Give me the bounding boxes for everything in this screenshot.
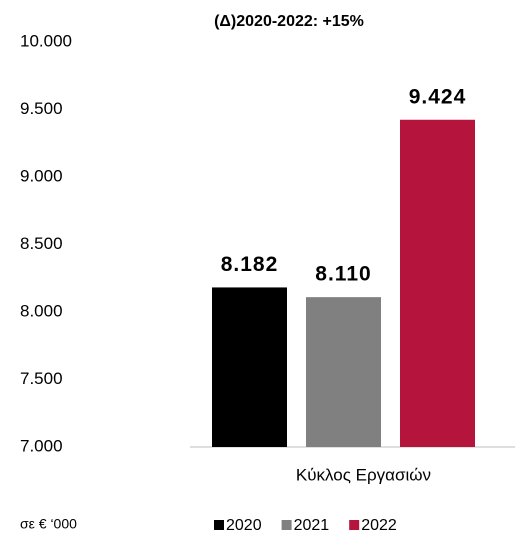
data-label: 8.110: [315, 263, 371, 286]
x-tick-label: Κύκλος Εργασιών: [296, 465, 431, 484]
y-tick-label: 8.500: [20, 234, 63, 253]
legend-label: 2021: [294, 517, 330, 534]
bar: [306, 297, 381, 447]
bar: [400, 119, 475, 447]
chart-title: (Δ)2020-2022: +15%: [214, 13, 364, 30]
legend-swatch: [349, 520, 360, 530]
y-tick-label: 8.000: [20, 301, 63, 320]
y-tick-label: 7.500: [20, 369, 63, 388]
legend-swatch: [214, 520, 224, 530]
legend-swatch: [281, 520, 292, 530]
legend-label: 2022: [361, 517, 397, 534]
unit-note: σε € ‘000: [20, 516, 77, 532]
data-label: 8.182: [221, 253, 279, 276]
y-tick-label: 10.000: [20, 31, 72, 50]
data-label: 9.424: [409, 85, 467, 108]
legend-label: 2020: [226, 517, 262, 534]
bar: [212, 287, 287, 447]
y-tick-label: 9.500: [20, 99, 63, 118]
y-tick-label: 7.000: [20, 436, 63, 455]
y-tick-label: 9.000: [20, 166, 63, 185]
